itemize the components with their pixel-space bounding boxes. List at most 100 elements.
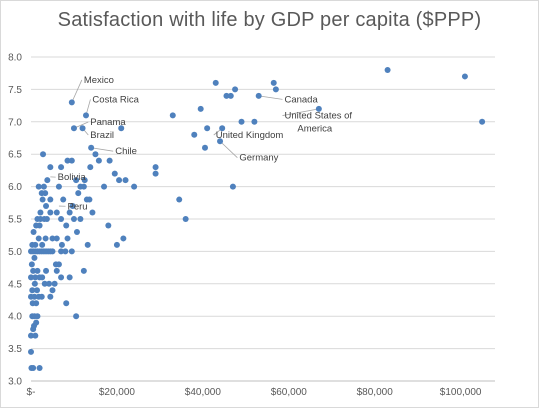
y-tick-label: 3.5 bbox=[8, 344, 22, 355]
data-point bbox=[197, 105, 204, 112]
data-point bbox=[80, 267, 87, 274]
data-point bbox=[41, 280, 48, 287]
data-point bbox=[34, 287, 41, 294]
data-point bbox=[73, 228, 80, 235]
data-point bbox=[30, 267, 37, 274]
data-point bbox=[49, 235, 56, 242]
data-point bbox=[58, 248, 65, 255]
data-point bbox=[31, 280, 38, 287]
data-point bbox=[202, 144, 208, 151]
data-point bbox=[229, 183, 236, 190]
data-point bbox=[51, 280, 58, 287]
annotation-label: Costa Rica bbox=[92, 94, 139, 105]
data-point bbox=[31, 254, 38, 261]
annotation-leader-line bbox=[71, 79, 83, 103]
x-tick-label: $40,000 bbox=[185, 387, 222, 398]
annotation-label: America bbox=[297, 124, 333, 135]
data-point bbox=[44, 177, 51, 184]
data-point bbox=[33, 319, 40, 326]
data-point bbox=[88, 144, 95, 151]
data-point bbox=[105, 222, 112, 229]
data-point bbox=[223, 92, 230, 99]
data-point bbox=[58, 164, 65, 171]
data-point bbox=[39, 196, 46, 203]
x-tick-label: $100,000 bbox=[440, 387, 482, 398]
data-point bbox=[68, 99, 75, 106]
annotation-label: United Kingdom bbox=[216, 130, 284, 141]
y-tick-label: 4.0 bbox=[8, 312, 22, 323]
data-point bbox=[64, 157, 71, 164]
data-point bbox=[58, 241, 65, 248]
data-point bbox=[77, 216, 84, 222]
data-point bbox=[47, 196, 54, 203]
data-point bbox=[80, 183, 87, 190]
data-point bbox=[55, 261, 62, 268]
data-point bbox=[28, 261, 35, 268]
data-point bbox=[87, 164, 94, 171]
data-point bbox=[28, 274, 34, 281]
data-point bbox=[68, 248, 75, 255]
data-point bbox=[42, 235, 49, 242]
annotation-label: Panama bbox=[90, 117, 126, 128]
data-point bbox=[84, 241, 91, 248]
data-point bbox=[47, 164, 54, 171]
data-point bbox=[95, 157, 102, 164]
data-point bbox=[251, 118, 258, 125]
data-point bbox=[37, 209, 44, 216]
data-point bbox=[227, 92, 234, 99]
data-point bbox=[89, 209, 96, 216]
data-point bbox=[28, 332, 34, 339]
y-tick-label: 6.0 bbox=[8, 182, 22, 193]
data-point bbox=[238, 118, 245, 125]
data-point bbox=[39, 241, 46, 248]
y-tick-label: 6.5 bbox=[8, 150, 22, 161]
data-point bbox=[30, 228, 37, 235]
x-tick-label: $80,000 bbox=[357, 387, 394, 398]
y-tick-label: 8.0 bbox=[8, 53, 22, 64]
x-tick-label: $- bbox=[27, 387, 36, 398]
y-tick-label: 3.0 bbox=[8, 377, 22, 388]
data-point bbox=[62, 248, 69, 255]
data-point bbox=[212, 79, 219, 86]
annotation-label: Peru bbox=[68, 201, 88, 212]
data-point bbox=[152, 164, 159, 171]
annotation-label: Canada bbox=[284, 94, 318, 105]
data-point bbox=[191, 131, 198, 138]
data-point bbox=[75, 190, 82, 197]
data-point bbox=[81, 177, 88, 184]
y-tick-label: 7.0 bbox=[8, 117, 22, 128]
data-point bbox=[176, 196, 183, 203]
data-point bbox=[42, 190, 49, 197]
data-point bbox=[63, 222, 70, 229]
data-point bbox=[70, 216, 77, 222]
data-point bbox=[58, 274, 65, 281]
annotation-label: Brazil bbox=[90, 130, 114, 141]
annotation-leader-line bbox=[219, 140, 238, 158]
chart-title: Satisfaction with life by GDP per capita… bbox=[57, 9, 482, 31]
data-point bbox=[116, 177, 123, 184]
data-point bbox=[232, 86, 239, 93]
data-point bbox=[111, 170, 118, 177]
annotation-label: Mexico bbox=[84, 75, 114, 86]
data-point bbox=[182, 216, 189, 222]
data-point bbox=[169, 112, 176, 119]
x-tick-label: $20,000 bbox=[99, 387, 136, 398]
data-point bbox=[106, 157, 113, 164]
data-point bbox=[49, 287, 56, 294]
data-point bbox=[219, 125, 226, 132]
data-point bbox=[461, 73, 468, 80]
annotation-label: Bolivia bbox=[58, 172, 87, 183]
data-point bbox=[101, 183, 108, 190]
data-point bbox=[31, 293, 38, 300]
data-point bbox=[53, 209, 60, 216]
data-point bbox=[217, 138, 224, 145]
data-point bbox=[39, 274, 46, 281]
data-point bbox=[28, 348, 34, 355]
data-point bbox=[122, 177, 129, 184]
data-point bbox=[38, 293, 45, 300]
data-point bbox=[43, 216, 50, 222]
data-point bbox=[53, 235, 60, 242]
data-point bbox=[92, 151, 99, 158]
